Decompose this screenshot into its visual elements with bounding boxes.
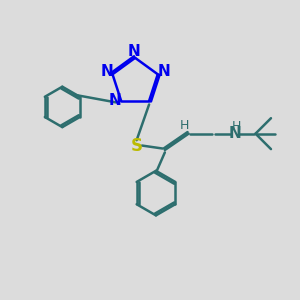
- Text: H: H: [179, 119, 189, 132]
- Text: N: N: [157, 64, 170, 80]
- Text: N: N: [228, 126, 241, 141]
- Text: H: H: [232, 120, 241, 133]
- Text: N: N: [127, 44, 140, 59]
- Text: N: N: [108, 93, 121, 108]
- Text: N: N: [100, 64, 113, 80]
- Text: S: S: [130, 136, 142, 154]
